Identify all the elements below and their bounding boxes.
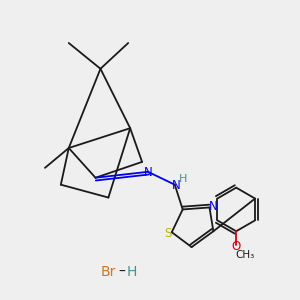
Text: CH₃: CH₃ (236, 250, 255, 260)
Text: –: – (119, 265, 126, 279)
Text: H: H (127, 265, 137, 279)
Text: O: O (232, 240, 241, 253)
Text: N: N (209, 200, 218, 213)
Text: N: N (144, 166, 152, 179)
Text: H: H (178, 174, 187, 184)
Text: N: N (171, 179, 180, 192)
Text: S: S (164, 227, 172, 240)
Text: Br: Br (101, 265, 116, 279)
